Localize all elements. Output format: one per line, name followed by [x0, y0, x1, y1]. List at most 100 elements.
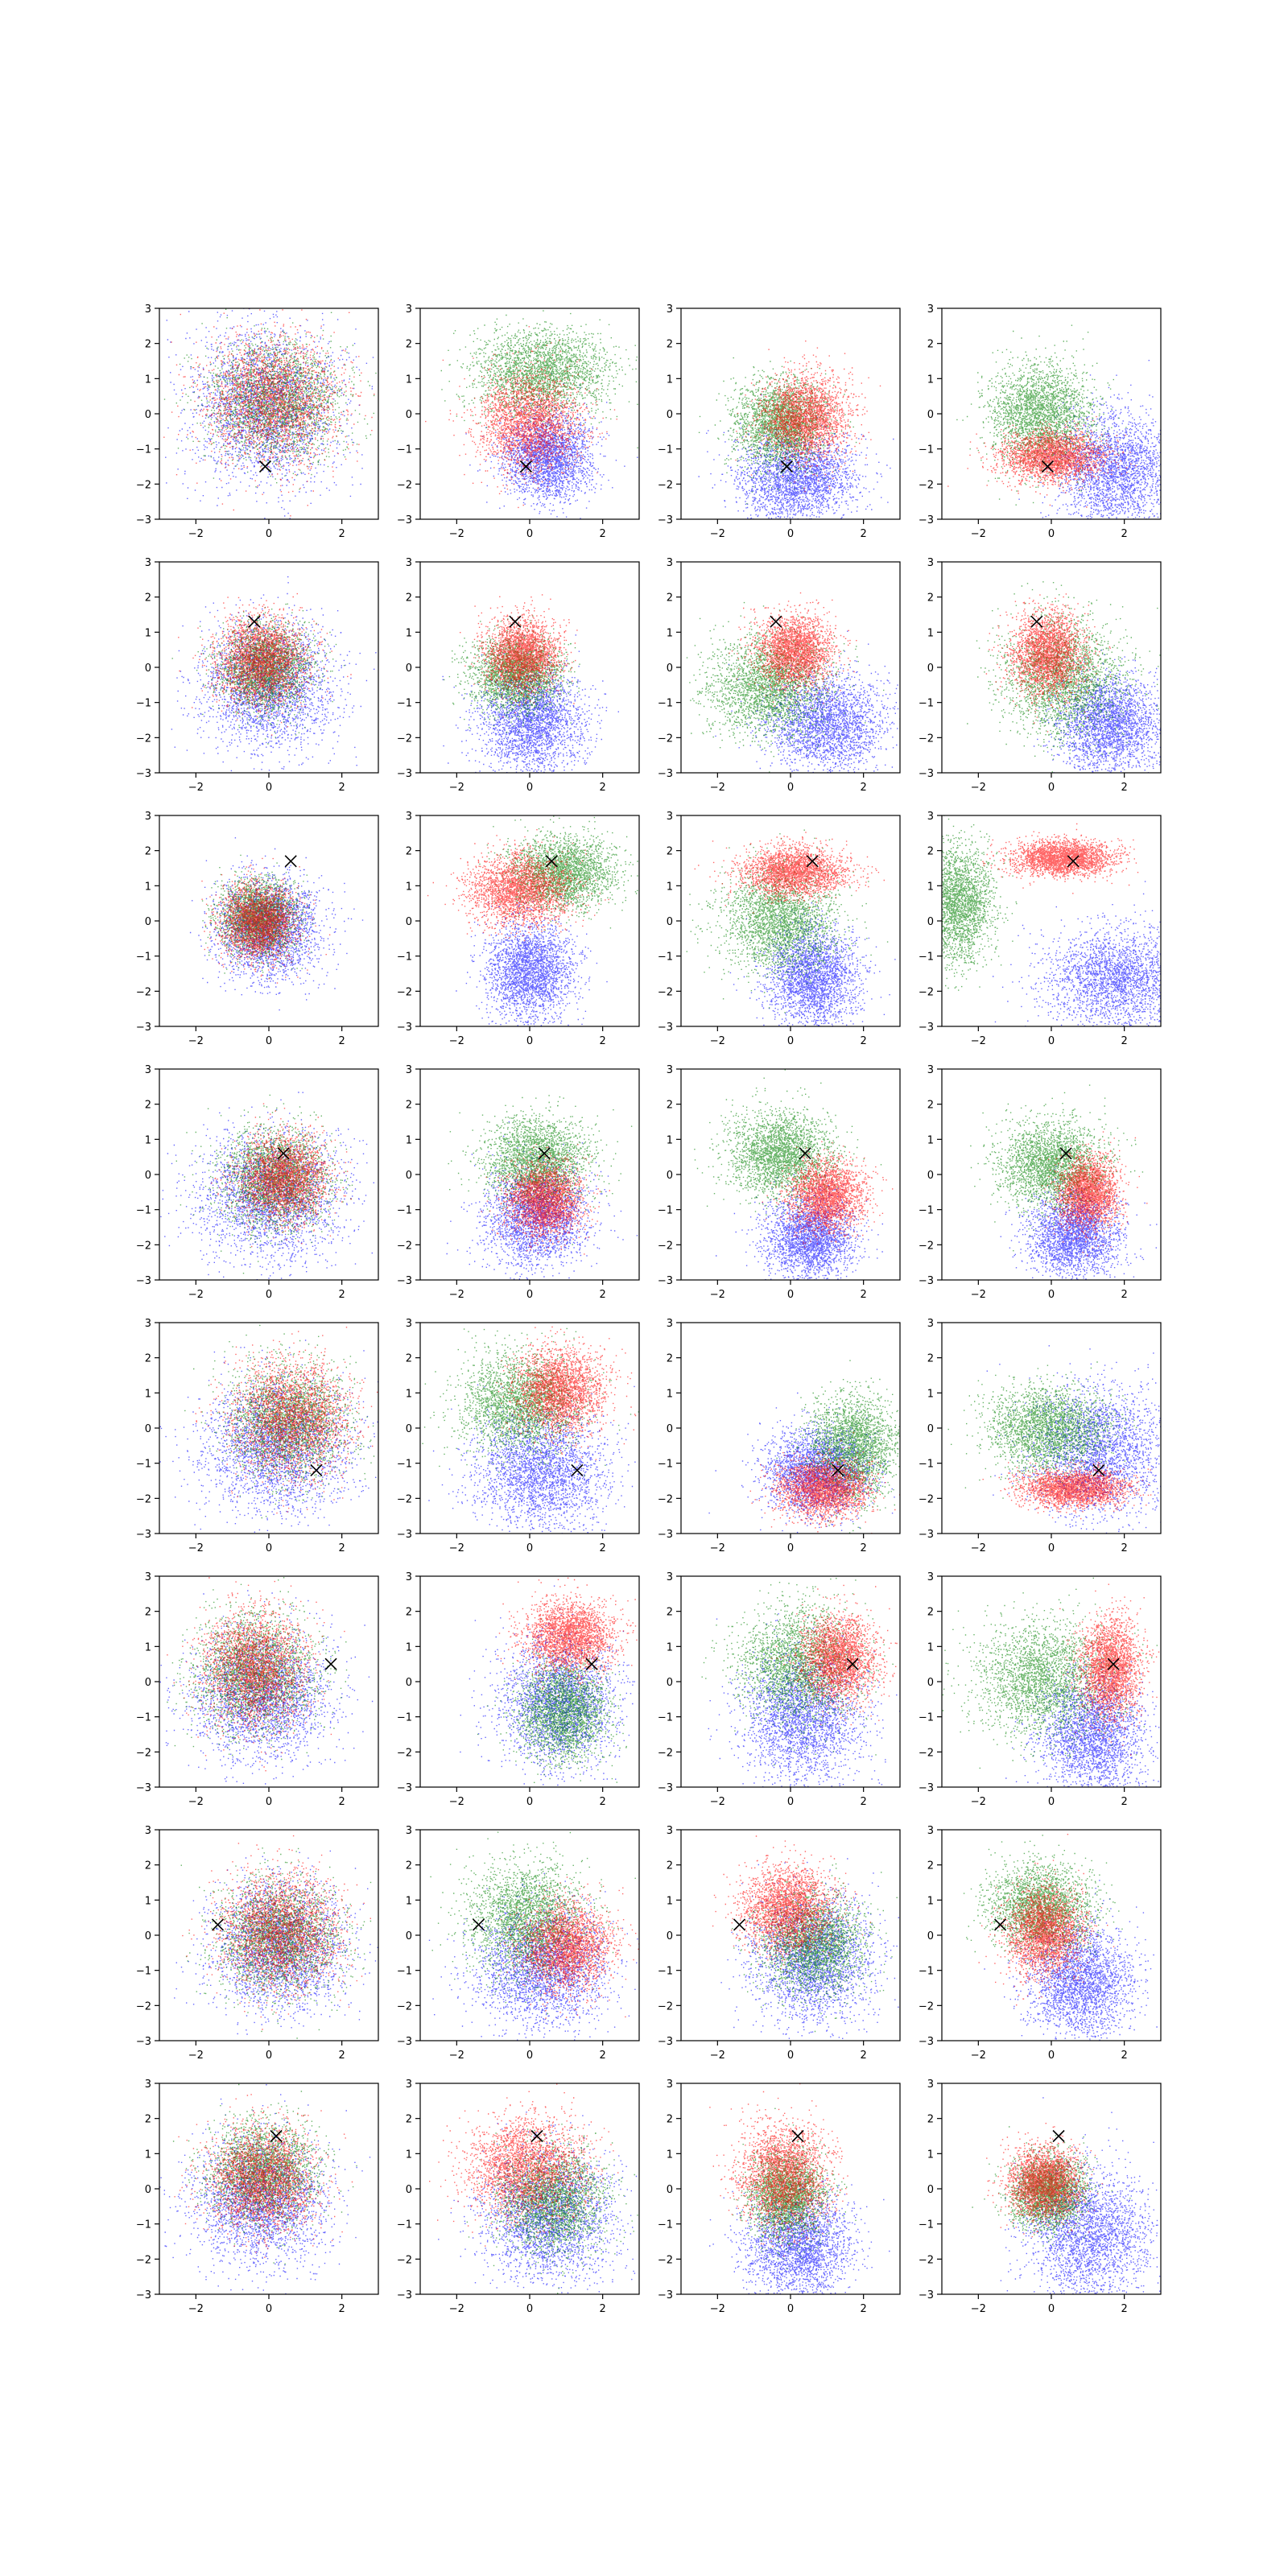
- y-tick-label: −2: [919, 986, 934, 998]
- y-tick-label: 1: [145, 1134, 151, 1146]
- x-tick-label: 2: [861, 2050, 867, 2062]
- x-tick-label: 0: [266, 1289, 272, 1301]
- x-marker: [734, 1919, 745, 1930]
- y-tick-label: 2: [145, 1100, 151, 1112]
- y-tick-label: 0: [667, 916, 673, 928]
- green-point-cloud: [970, 1084, 1143, 1251]
- y-tick-label: −3: [397, 514, 412, 526]
- y-tick-label: 0: [406, 1170, 412, 1182]
- y-tick-label: 0: [667, 663, 673, 675]
- y-tick-label: 3: [667, 1825, 673, 1837]
- x-tick-label: 2: [1121, 2303, 1128, 2315]
- y-tick-label: −2: [658, 1240, 673, 1252]
- y-tick-label: −1: [397, 1966, 412, 1978]
- x-tick-label: 2: [861, 1796, 867, 1808]
- y-tick-label: 0: [667, 1677, 673, 1689]
- x-tick-label: 2: [600, 2050, 606, 2062]
- x-tick-label: −2: [188, 2050, 204, 2062]
- x-marker: [249, 616, 260, 627]
- x-marker: [531, 2131, 543, 2142]
- y-tick-label: 3: [145, 1064, 151, 1076]
- y-tick-label: −3: [919, 1782, 934, 1794]
- x-tick-label: −2: [449, 1796, 464, 1808]
- y-tick-label: −3: [397, 1275, 412, 1287]
- y-tick-label: 3: [406, 303, 412, 316]
- blue-point-cloud: [984, 1880, 1170, 2084]
- y-tick-label: 3: [667, 557, 673, 569]
- y-tick-label: 2: [406, 1860, 412, 1872]
- x-tick-label: 2: [600, 2303, 606, 2315]
- x-marker: [325, 1658, 336, 1670]
- x-tick-label: −2: [710, 1289, 725, 1301]
- y-tick-label: −3: [919, 1275, 934, 1287]
- x-tick-label: −2: [971, 1035, 986, 1047]
- y-tick-label: −2: [919, 1240, 934, 1252]
- y-tick-label: −3: [919, 1529, 934, 1541]
- axes-frame: [942, 1069, 1161, 1280]
- y-tick-label: −1: [397, 698, 412, 710]
- y-tick-label: −1: [658, 698, 673, 710]
- y-tick-label: −3: [397, 1529, 412, 1541]
- y-tick-label: −1: [136, 444, 151, 456]
- y-tick-label: 3: [145, 303, 151, 316]
- y-tick-label: 3: [927, 557, 934, 569]
- y-tick-label: 2: [667, 592, 673, 605]
- x-tick-label: 0: [266, 782, 272, 794]
- y-tick-label: 0: [927, 409, 934, 421]
- x-tick-label: −2: [971, 528, 986, 540]
- y-tick-label: −2: [397, 2000, 412, 2013]
- axes-frame: [420, 1576, 639, 1787]
- y-tick-label: −2: [919, 479, 934, 491]
- y-tick-label: 0: [927, 1677, 934, 1689]
- x-tick-label: −2: [449, 2303, 464, 2315]
- x-tick-label: −2: [710, 1035, 725, 1047]
- x-tick-label: 0: [526, 782, 533, 794]
- y-tick-label: 2: [406, 1607, 412, 1619]
- y-tick-label: 1: [927, 1134, 934, 1146]
- x-tick-label: −2: [188, 1289, 204, 1301]
- y-tick-label: −2: [136, 2000, 151, 2013]
- y-tick-label: 3: [927, 303, 934, 316]
- x-marker: [510, 616, 521, 627]
- x-tick-label: 0: [526, 1035, 533, 1047]
- y-tick-label: 1: [145, 1388, 151, 1400]
- y-tick-label: 2: [667, 846, 673, 858]
- y-tick-label: 3: [145, 2079, 151, 2091]
- y-tick-label: 3: [667, 1318, 673, 1330]
- y-tick-label: 3: [927, 1825, 934, 1837]
- y-tick-label: −3: [397, 2289, 412, 2301]
- y-tick-label: 3: [145, 1825, 151, 1837]
- y-tick-label: 0: [927, 1170, 934, 1182]
- axes-frame: [159, 1323, 378, 1534]
- y-tick-label: −3: [397, 2036, 412, 2048]
- x-tick-label: 0: [787, 1035, 794, 1047]
- x-tick-label: −2: [449, 528, 464, 540]
- x-tick-label: 0: [526, 1289, 533, 1301]
- y-tick-label: −1: [658, 444, 673, 456]
- y-tick-label: 2: [406, 592, 412, 605]
- y-tick-label: −2: [397, 1240, 412, 1252]
- x-tick-label: 0: [526, 1542, 533, 1554]
- y-tick-label: −3: [658, 1022, 673, 1034]
- x-tick-label: 2: [339, 1035, 345, 1047]
- y-tick-label: 1: [667, 1641, 673, 1653]
- y-tick-label: −3: [658, 1529, 673, 1541]
- y-tick-label: −3: [658, 2036, 673, 2048]
- y-tick-label: 3: [406, 1825, 412, 1837]
- x-tick-label: 2: [600, 1289, 606, 1301]
- y-tick-label: 2: [667, 1860, 673, 1872]
- blue-point-cloud: [993, 881, 1234, 1070]
- y-tick-label: −3: [919, 768, 934, 780]
